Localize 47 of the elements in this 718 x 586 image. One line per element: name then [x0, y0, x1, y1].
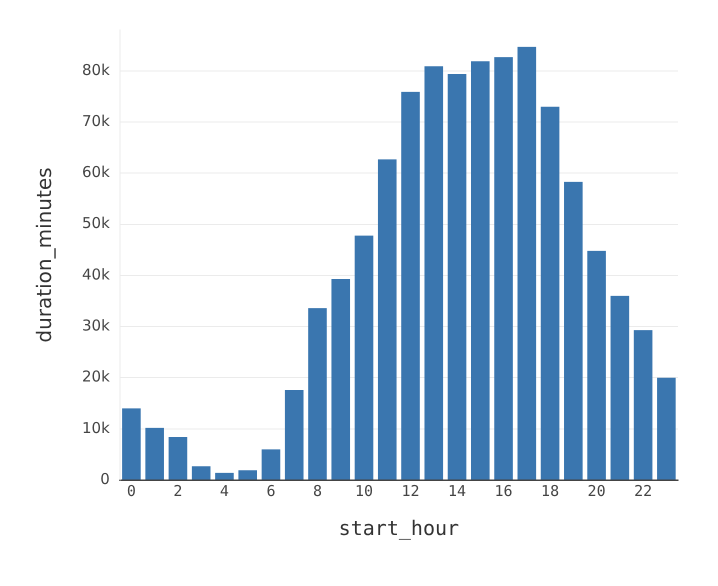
y-tick-label: 50k [82, 214, 110, 232]
y-tick-label: 40k [82, 265, 110, 284]
x-tick-label: 8 [312, 482, 322, 500]
x-axis-title: start_hour [338, 516, 460, 540]
y-tick-label: 80k [82, 60, 110, 79]
bar [262, 449, 280, 480]
x-tick-label: 16 [494, 482, 513, 500]
bar [284, 390, 304, 480]
bar [331, 279, 350, 480]
bar [610, 296, 630, 480]
bar [634, 330, 652, 480]
bar [122, 408, 141, 480]
bar [401, 92, 420, 480]
x-tick-label: 12 [401, 482, 420, 500]
x-tick-label: 10 [354, 482, 374, 500]
bar [587, 250, 606, 480]
bar [657, 378, 676, 480]
bar [424, 66, 444, 480]
y-axis-title: duration_minutes [32, 167, 56, 343]
y-tick-label: 30k [82, 316, 110, 334]
y-tick-label: 60k [82, 163, 110, 182]
bar [470, 61, 490, 480]
x-tick-label: 14 [448, 482, 466, 500]
bar [448, 74, 466, 480]
bar [540, 106, 560, 480]
bar [378, 159, 397, 480]
x-tick-label: 20 [588, 482, 606, 500]
y-tick-label: 10k [82, 418, 110, 437]
bar [354, 236, 374, 480]
x-tick-label: 6 [266, 482, 276, 500]
bar [215, 472, 234, 480]
bar [168, 437, 188, 480]
x-tick-label: 22 [634, 482, 652, 500]
bar [564, 182, 583, 480]
x-tick-label: 4 [220, 482, 229, 500]
y-tick-label: 0 [100, 470, 110, 488]
y-tick-label: 20k [82, 368, 110, 386]
x-tick-label: 18 [541, 482, 560, 500]
y-tick-label: 70k [82, 112, 110, 130]
bar [238, 470, 258, 480]
x-tick-label: 0 [126, 482, 136, 500]
x-tick-label: 2 [173, 482, 182, 500]
bar [192, 466, 210, 480]
bar [494, 57, 513, 480]
bar [308, 308, 327, 480]
bar [145, 428, 164, 480]
bar [518, 46, 536, 480]
